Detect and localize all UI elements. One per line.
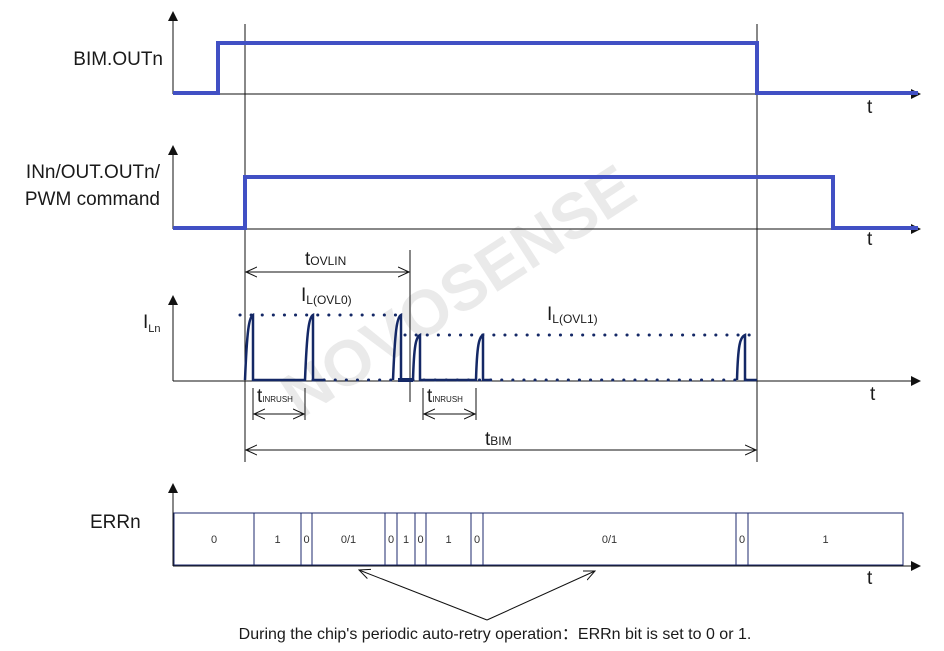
svg-text:tOVLIN: tOVLIN <box>305 249 346 270</box>
errn-segment-value: 0 <box>417 534 423 546</box>
current-trace: ILn t <box>143 295 921 405</box>
in-out-label-line1: INn/OUT.OUTn/ <box>26 162 161 183</box>
errn-label: ERRn <box>90 512 141 533</box>
errn-segment-value: 1 <box>445 534 451 546</box>
t-ovlin-annotation: tOVLIN <box>246 249 409 272</box>
bim-out-label: BIM.OUTn <box>73 49 163 70</box>
t-bim-annotation: tBIM <box>246 429 756 450</box>
bim-out-trace: BIM.OUTn t <box>73 11 921 118</box>
errn-segment-value: 0 <box>388 534 394 546</box>
t-inrush-annotation-1: tINRUSH <box>252 386 306 420</box>
svg-text:tBIM: tBIM <box>485 429 512 450</box>
errn-segment-value: 1 <box>822 534 828 546</box>
errn-segment-box <box>747 512 904 566</box>
errn-segment-value: 0 <box>211 534 217 546</box>
svg-text:tINRUSH: tINRUSH <box>257 386 293 407</box>
caption: During the chip's periodic auto-retry op… <box>239 626 752 643</box>
callout-arrows <box>359 570 595 621</box>
t-inrush-annotation-2: tINRUSH <box>422 386 477 420</box>
errn-trace: ERRn 0 1 0 0/1 0 1 0 1 0 0/1 0 1 t <box>90 483 921 589</box>
svg-text:tINRUSH: tINRUSH <box>427 386 463 407</box>
il-ovl1-label: IL(OVL1) <box>547 304 598 326</box>
errn-segment-value: 1 <box>403 534 409 546</box>
errn-segment-value: 0 <box>739 534 745 546</box>
current-label: ILn <box>143 312 161 335</box>
in-out-trace: INn/OUT.OUTn/ PWM command t <box>25 145 921 250</box>
il-ovl0-label: IL(OVL0) <box>301 285 352 307</box>
in-out-label-line2: PWM command <box>25 189 160 210</box>
bim-out-time-label: t <box>867 97 873 118</box>
errn-segment-value: 0/1 <box>602 534 617 546</box>
in-out-time-label: t <box>867 229 873 250</box>
watermark-logo: NOVOSENSE <box>268 151 647 432</box>
errn-segment-value: 0 <box>474 534 480 546</box>
svg-text:NOVOSENSE: NOVOSENSE <box>268 151 647 432</box>
errn-segment-value: 1 <box>274 534 280 546</box>
errn-segment-value: 0 <box>303 534 309 546</box>
current-time-label: t <box>870 384 876 405</box>
errn-segment-value: 0/1 <box>341 534 356 546</box>
errn-time-label: t <box>867 568 873 589</box>
